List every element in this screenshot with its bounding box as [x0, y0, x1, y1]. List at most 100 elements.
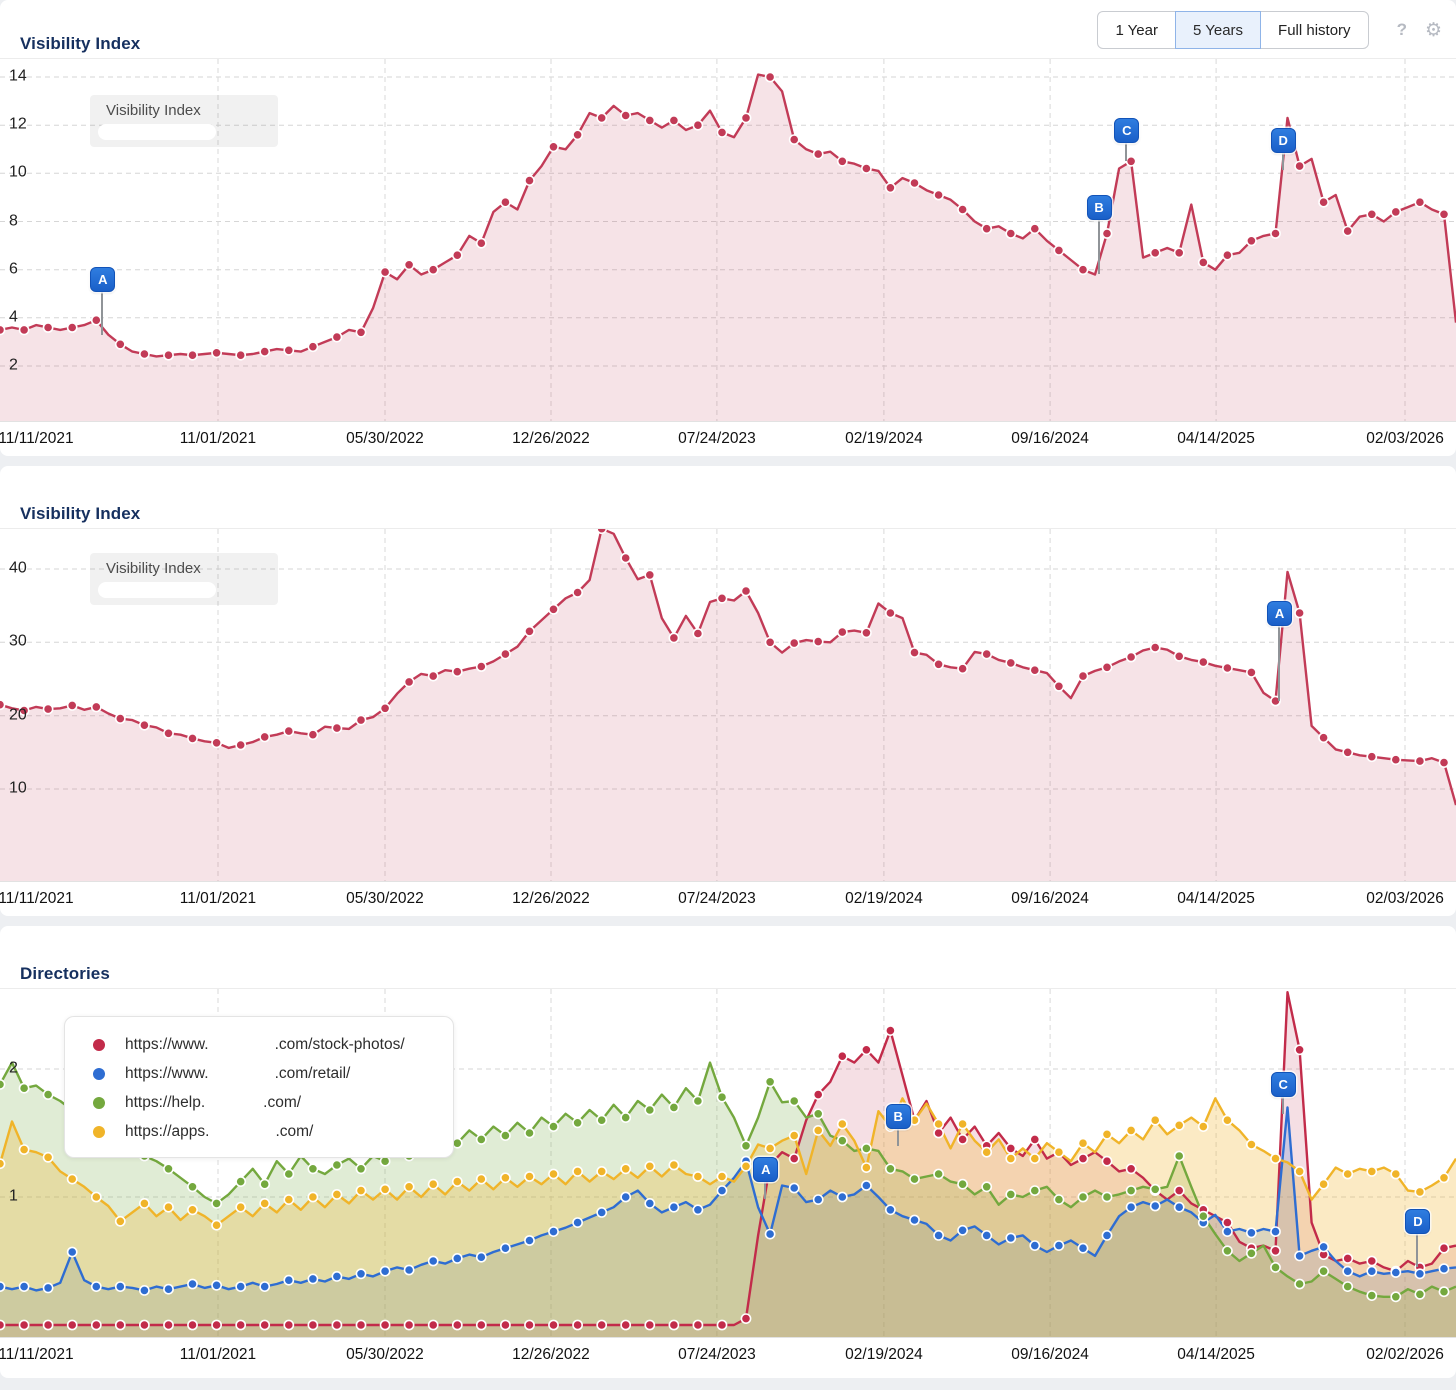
data-point[interactable]	[499, 196, 511, 208]
data-point[interactable]	[1077, 1153, 1089, 1164]
data-point[interactable]	[499, 1172, 511, 1184]
data-point[interactable]	[66, 322, 78, 333]
data-point[interactable]	[211, 1197, 222, 1209]
data-point[interactable]	[524, 175, 535, 186]
data-point[interactable]	[1438, 208, 1450, 220]
data-point[interactable]	[885, 1025, 896, 1036]
data-point[interactable]	[668, 115, 680, 126]
data-point[interactable]	[1270, 1153, 1281, 1164]
data-point[interactable]	[283, 1274, 295, 1286]
data-point[interactable]	[740, 1160, 752, 1172]
data-point[interactable]	[836, 626, 848, 638]
data-point[interactable]	[307, 1191, 319, 1203]
data-point[interactable]	[1414, 755, 1426, 767]
data-point[interactable]	[283, 1194, 295, 1205]
event-marker-pin-B[interactable]: B	[885, 1104, 911, 1130]
data-point[interactable]	[499, 1242, 511, 1254]
data-point[interactable]	[861, 1044, 872, 1056]
data-point[interactable]	[716, 1319, 728, 1331]
data-point[interactable]	[1342, 1252, 1354, 1264]
data-point[interactable]	[1053, 1194, 1065, 1205]
data-point[interactable]	[524, 625, 535, 637]
data-point[interactable]	[499, 1319, 511, 1331]
data-point[interactable]	[331, 1319, 343, 1331]
data-point[interactable]	[1438, 1242, 1450, 1254]
data-point[interactable]	[1222, 249, 1233, 261]
data-point[interactable]	[1342, 225, 1354, 237]
data-point[interactable]	[1342, 1281, 1354, 1292]
data-point[interactable]	[548, 1121, 559, 1132]
data-point[interactable]	[812, 148, 824, 160]
gear-icon[interactable]: ⚙	[1424, 19, 1442, 41]
event-marker-pin-A[interactable]: A	[90, 267, 116, 293]
data-point[interactable]	[1053, 1240, 1065, 1251]
data-point[interactable]	[692, 1171, 704, 1182]
data-point[interactable]	[355, 1319, 367, 1331]
data-point[interactable]	[1294, 1250, 1305, 1262]
data-point[interactable]	[18, 705, 30, 716]
data-point[interactable]	[1246, 1227, 1257, 1239]
data-point[interactable]	[1149, 1114, 1161, 1126]
data-point[interactable]	[1222, 1217, 1233, 1228]
data-point[interactable]	[1125, 1201, 1137, 1213]
data-point[interactable]	[1342, 1265, 1354, 1277]
data-point[interactable]	[764, 1076, 776, 1088]
data-point[interactable]	[18, 1281, 30, 1292]
data-point[interactable]	[331, 1270, 343, 1282]
data-point[interactable]	[957, 1118, 968, 1130]
data-point[interactable]	[1438, 1263, 1450, 1275]
data-point[interactable]	[427, 1255, 439, 1267]
data-point[interactable]	[379, 1183, 391, 1195]
data-point[interactable]	[90, 1191, 102, 1203]
data-point[interactable]	[644, 115, 656, 126]
data-point[interactable]	[427, 1319, 439, 1331]
event-marker-pin-A[interactable]: A	[753, 1156, 779, 1182]
data-point[interactable]	[451, 666, 463, 678]
range-button-full-history[interactable]: Full history	[1260, 11, 1369, 49]
data-point[interactable]	[644, 1319, 656, 1331]
data-point[interactable]	[812, 1124, 824, 1136]
data-point[interactable]	[548, 603, 559, 615]
data-point[interactable]	[1222, 662, 1233, 674]
data-point[interactable]	[90, 1281, 102, 1292]
data-point[interactable]	[1270, 228, 1281, 239]
data-point[interactable]	[596, 1319, 608, 1331]
data-point[interactable]	[572, 129, 583, 141]
data-point[interactable]	[66, 1173, 78, 1185]
data-point[interactable]	[1197, 656, 1209, 668]
data-point[interactable]	[235, 1176, 247, 1187]
data-point[interactable]	[331, 722, 343, 734]
data-point[interactable]	[1149, 247, 1161, 259]
data-point[interactable]	[644, 569, 656, 581]
data-point[interactable]	[235, 1281, 247, 1292]
chart-canvas[interactable]	[0, 529, 1456, 881]
data-point[interactable]	[1294, 1278, 1305, 1290]
data-point[interactable]	[572, 1117, 583, 1129]
data-point[interactable]	[524, 1235, 535, 1246]
data-point[interactable]	[475, 1133, 487, 1145]
data-point[interactable]	[66, 1246, 78, 1258]
data-point[interactable]	[1366, 1165, 1378, 1177]
data-point[interactable]	[1270, 695, 1281, 707]
data-point[interactable]	[1318, 732, 1329, 744]
data-point[interactable]	[0, 1281, 6, 1292]
data-point[interactable]	[1005, 657, 1017, 669]
data-point[interactable]	[524, 1171, 535, 1182]
data-point[interactable]	[138, 1284, 150, 1296]
data-point[interactable]	[812, 1108, 824, 1120]
data-point[interactable]	[403, 1181, 415, 1193]
data-point[interactable]	[331, 1159, 343, 1171]
data-point[interactable]	[1390, 206, 1402, 218]
data-point[interactable]	[163, 1283, 174, 1295]
data-point[interactable]	[1173, 1185, 1185, 1196]
data-point[interactable]	[933, 1229, 944, 1241]
data-point[interactable]	[644, 1160, 656, 1172]
data-point[interactable]	[211, 737, 222, 749]
data-point[interactable]	[1270, 1226, 1281, 1237]
data-point[interactable]	[716, 1185, 728, 1196]
data-point[interactable]	[1438, 1286, 1450, 1298]
data-point[interactable]	[187, 1204, 198, 1216]
data-point[interactable]	[1101, 1155, 1113, 1167]
directories-chart-area[interactable]: https://www. .com/stock-photos/ https://w…	[0, 989, 1456, 1338]
data-point[interactable]	[596, 112, 608, 124]
